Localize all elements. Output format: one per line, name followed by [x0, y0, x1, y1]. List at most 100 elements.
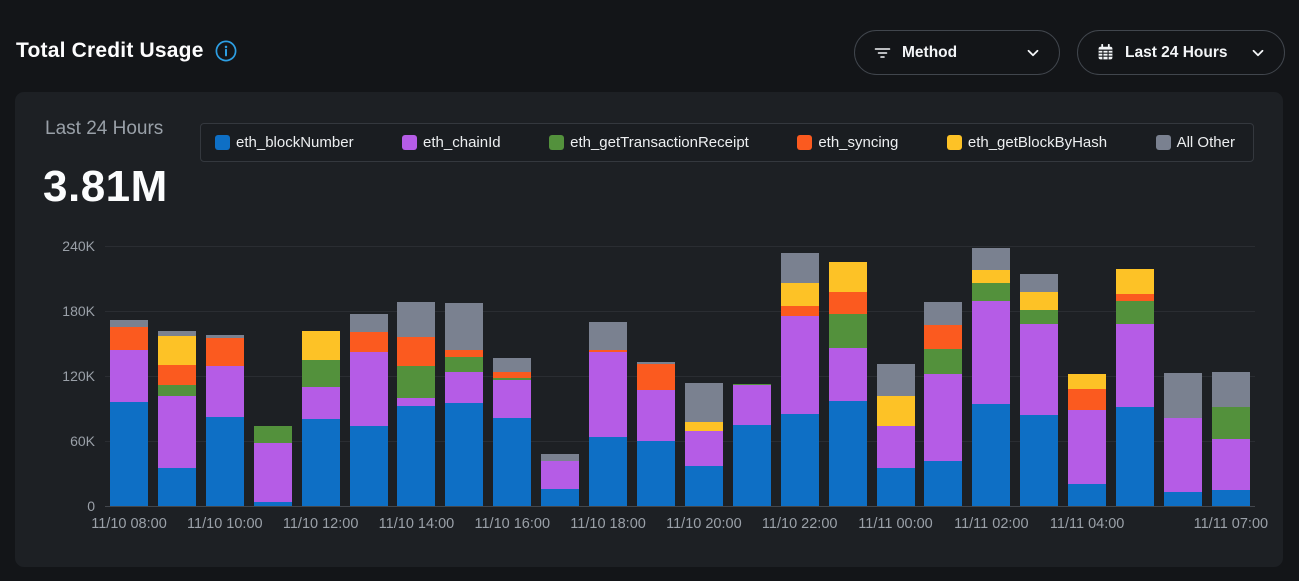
bar-segment[interactable] [157, 335, 196, 366]
bar-segment[interactable] [972, 248, 1011, 270]
bar-segment[interactable] [636, 361, 675, 365]
bar-segment[interactable] [589, 352, 628, 437]
bar-segment[interactable] [445, 356, 484, 372]
bar-segment[interactable] [1020, 415, 1059, 506]
bar-segment[interactable] [157, 395, 196, 469]
bar-segment[interactable] [205, 334, 244, 339]
bar-segment[interactable] [1163, 418, 1202, 492]
bar-segment[interactable] [1211, 407, 1250, 439]
bar-segment[interactable] [301, 386, 340, 420]
legend-item[interactable]: All Other [1155, 134, 1235, 151]
bar-segment[interactable] [780, 252, 819, 283]
bar-segment[interactable] [541, 454, 580, 461]
bar-segment[interactable] [157, 365, 196, 385]
legend-item[interactable]: eth_syncing [797, 134, 898, 151]
bar-segment[interactable] [972, 282, 1011, 302]
bar-segment[interactable] [1020, 324, 1059, 415]
chart-bar[interactable] [1163, 246, 1202, 506]
bar-segment[interactable] [205, 338, 244, 367]
chart-bar[interactable] [110, 246, 148, 506]
bar-segment[interactable] [110, 319, 148, 328]
bar-segment[interactable] [828, 400, 867, 506]
bar-segment[interactable] [876, 468, 915, 506]
bar-segment[interactable] [1116, 268, 1155, 294]
bar-segment[interactable] [493, 371, 532, 379]
bar-segment[interactable] [1116, 324, 1155, 408]
bar-segment[interactable] [110, 402, 148, 506]
bar-segment[interactable] [349, 331, 388, 353]
bar-segment[interactable] [1163, 491, 1202, 506]
bar-segment[interactable] [876, 364, 915, 396]
bar-segment[interactable] [541, 460, 580, 489]
bar-segment[interactable] [349, 425, 388, 506]
info-icon[interactable] [215, 40, 237, 62]
bar-segment[interactable] [589, 321, 628, 351]
date-range-dropdown-button[interactable]: Last 24 Hours [1077, 30, 1285, 75]
bar-segment[interactable] [1068, 409, 1107, 485]
bar-segment[interactable] [541, 488, 580, 506]
bar-segment[interactable] [924, 348, 963, 374]
bar-segment[interactable] [445, 303, 484, 351]
bar-segment[interactable] [397, 397, 436, 407]
bar-segment[interactable] [445, 371, 484, 404]
bar-segment[interactable] [301, 359, 340, 387]
legend-item[interactable]: eth_getTransactionReceipt [549, 134, 749, 151]
bar-segment[interactable] [205, 366, 244, 418]
bar-segment[interactable] [397, 366, 436, 398]
bar-segment[interactable] [1020, 291, 1059, 310]
chart-bar[interactable] [589, 246, 628, 506]
bar-segment[interactable] [732, 424, 771, 506]
bar-segment[interactable] [780, 305, 819, 317]
bar-segment[interactable] [1116, 407, 1155, 506]
bar-segment[interactable] [1211, 489, 1250, 506]
bar-segment[interactable] [972, 269, 1011, 283]
bar-segment[interactable] [1020, 309, 1059, 324]
chart-bar[interactable] [1020, 246, 1059, 506]
bar-segment[interactable] [1211, 371, 1250, 408]
chart-bar[interactable] [253, 246, 292, 506]
bar-segment[interactable] [924, 325, 963, 349]
bar-segment[interactable] [589, 436, 628, 506]
bar-segment[interactable] [1116, 293, 1155, 302]
bar-segment[interactable] [972, 404, 1011, 506]
bar-segment[interactable] [1068, 484, 1107, 506]
bar-segment[interactable] [636, 441, 675, 506]
chart-bar[interactable] [1211, 246, 1250, 506]
bar-segment[interactable] [445, 350, 484, 357]
bar-segment[interactable] [876, 395, 915, 426]
bar-segment[interactable] [828, 262, 867, 292]
bar-segment[interactable] [301, 330, 340, 360]
bar-segment[interactable] [732, 384, 771, 425]
bar-segment[interactable] [253, 425, 292, 444]
bar-segment[interactable] [493, 418, 532, 506]
chart-bar[interactable] [541, 246, 580, 506]
bar-segment[interactable] [493, 357, 532, 372]
bar-segment[interactable] [828, 291, 867, 315]
bar-segment[interactable] [972, 301, 1011, 405]
bar-segment[interactable] [157, 468, 196, 506]
bar-segment[interactable] [1163, 372, 1202, 419]
bar-segment[interactable] [828, 314, 867, 348]
bar-segment[interactable] [397, 406, 436, 506]
bar-segment[interactable] [780, 316, 819, 414]
chart-bar[interactable] [1068, 246, 1107, 506]
bar-segment[interactable] [1020, 274, 1059, 292]
chart-bar[interactable] [397, 246, 436, 506]
bar-segment[interactable] [589, 350, 628, 353]
bar-segment[interactable] [397, 302, 436, 338]
chart-bar[interactable] [205, 246, 244, 506]
chart-bar[interactable] [780, 246, 819, 506]
chart-bar[interactable] [1116, 246, 1155, 506]
bar-segment[interactable] [445, 403, 484, 506]
bar-segment[interactable] [684, 421, 723, 432]
chart-bar[interactable] [157, 246, 196, 506]
method-dropdown-button[interactable]: Method [854, 30, 1060, 75]
chart-bar[interactable] [972, 246, 1011, 506]
legend-item[interactable]: eth_blockNumber [215, 134, 354, 151]
bar-segment[interactable] [636, 390, 675, 441]
bar-segment[interactable] [493, 380, 532, 419]
bar-segment[interactable] [1068, 389, 1107, 410]
bar-segment[interactable] [780, 413, 819, 506]
bar-segment[interactable] [1068, 373, 1107, 390]
bar-segment[interactable] [349, 352, 388, 426]
